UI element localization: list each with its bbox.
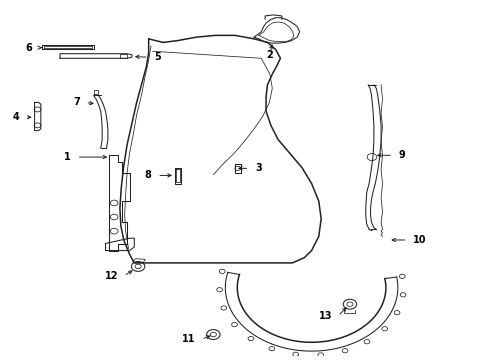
Text: 5: 5 [154, 52, 161, 62]
Text: 7: 7 [73, 98, 80, 107]
Text: 11: 11 [182, 334, 195, 345]
Text: 13: 13 [318, 311, 331, 321]
Text: 9: 9 [398, 150, 405, 160]
Text: 3: 3 [255, 163, 261, 174]
Text: 10: 10 [412, 235, 426, 245]
Text: 4: 4 [13, 112, 19, 122]
Text: 6: 6 [25, 43, 32, 53]
Text: 12: 12 [104, 271, 118, 281]
Text: 2: 2 [265, 50, 272, 60]
Text: 1: 1 [64, 152, 71, 162]
Text: 8: 8 [144, 170, 151, 180]
